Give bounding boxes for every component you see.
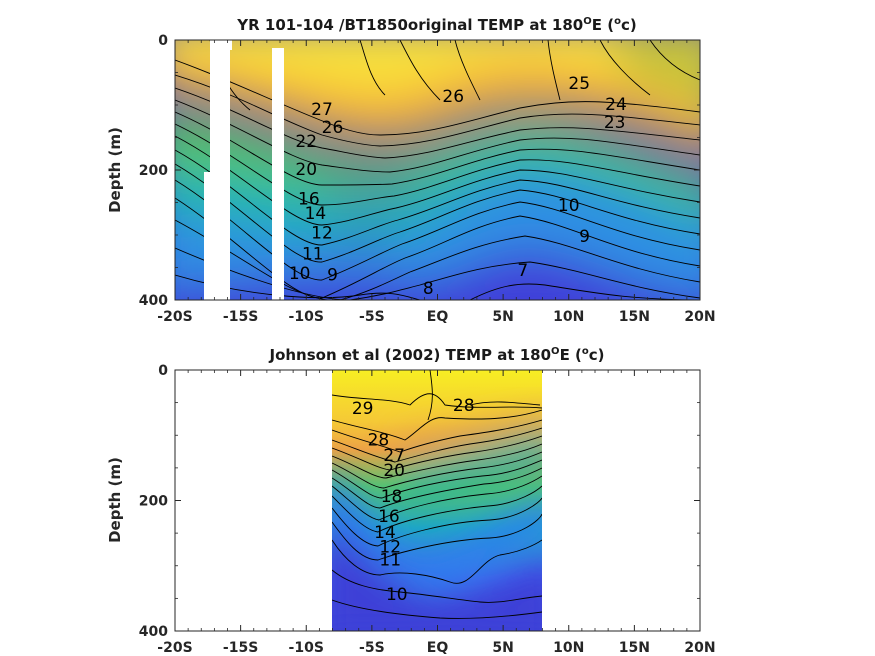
contour-label: 22 [295,132,317,152]
contour-label: 10 [558,196,580,216]
y-tick-label: 200 [139,163,168,179]
x-tick-label: -5S [359,640,385,656]
contour-label: 11 [302,245,324,265]
x-tick-label: 5N [492,309,513,325]
chart-a-title: YR 101-104 /BT1850original TEMP at 180OE… [236,16,636,34]
x-tick-label: -20S [157,640,192,656]
x-tick-label: -15S [223,640,258,656]
contour-label: 18 [381,487,403,507]
contour-label: 26 [442,87,464,107]
contour-label: 28 [368,430,390,450]
chart-b-title: Johnson et al (2002) TEMP at 180OE (oc) [268,346,604,364]
x-tick-label: -5S [359,309,385,325]
chart-b-contours [332,370,542,619]
contour-label: 23 [604,113,626,133]
contour-label: 11 [379,551,401,571]
contour-label: 9 [327,265,338,285]
contour-label: 27 [383,446,405,466]
contour-label: 14 [305,204,327,224]
x-tick-label: 20N [684,309,715,325]
contour-label: 10 [386,585,408,605]
contour-label: 7 [517,261,528,281]
contour-label: 8 [423,279,434,299]
x-tick-label: 15N [619,640,650,656]
x-tick-label: 20N [684,640,715,656]
chart-a-field [175,40,700,300]
x-tick-label: 10N [553,309,584,325]
x-tick-label: -20S [157,309,192,325]
contour-label: 14 [374,523,396,543]
x-tick-label: 15N [619,309,650,325]
contour-label: 24 [605,95,627,115]
contour-label: 20 [295,160,317,180]
chart-b-field [332,370,542,631]
x-tick-label: 5N [492,640,513,656]
chart-a-mask-bands [204,40,284,300]
contour-label: 26 [322,118,344,138]
y-tick-label: 400 [139,293,168,309]
contour-label: 28 [453,396,475,416]
chart-b-ylabel: Depth (m) [106,457,124,543]
contour-label: 25 [568,74,590,94]
contour-label: 16 [298,189,320,209]
contour-label: 12 [379,537,401,557]
x-tick-label: -15S [223,309,258,325]
contour-label: 27 [311,100,333,120]
x-tick-label: 10N [553,640,584,656]
x-tick-label: EQ [427,309,449,325]
x-tick-label: -10S [289,309,324,325]
contour-label: 10 [289,264,311,284]
contour-label: 12 [311,224,333,244]
x-tick-label: -10S [289,640,324,656]
contour-label: 16 [378,507,400,527]
contour-label: 20 [383,461,405,481]
chart-a-ticks: -20S -15S -10S -5S EQ 5N 10N 15N 20N 0 200 400 [139,33,716,325]
y-tick-label: 0 [158,363,168,379]
contour-label: 9 [579,227,590,247]
contour-label: 29 [352,399,374,419]
y-tick-label: 200 [139,494,168,510]
chart-b-ticks: -20S -15S -10S -5S EQ 5N 10N 15N 20N 0 200 400 [139,363,716,656]
x-tick-label: EQ [427,640,449,656]
y-tick-label: 400 [139,624,168,640]
chart-a-ylabel: Depth (m) [106,127,124,213]
y-tick-label: 0 [158,33,168,49]
